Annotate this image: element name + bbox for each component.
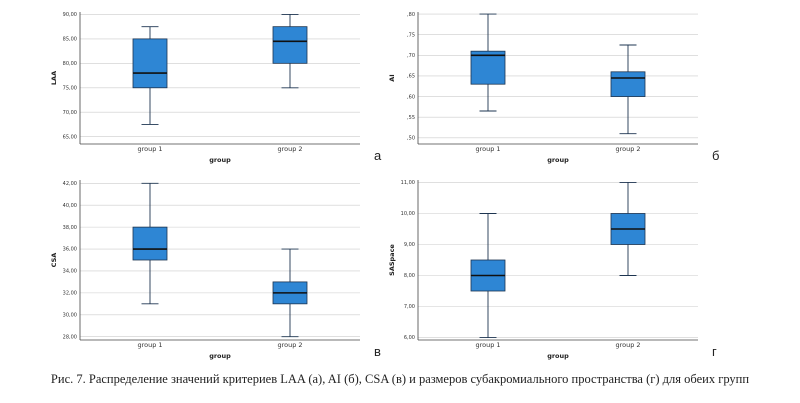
y-tick-label: 34,00 — [63, 269, 77, 275]
box-1 — [470, 213, 506, 338]
y-tick-label: ,65 — [407, 74, 415, 80]
y-tick-label: ,80 — [407, 12, 415, 18]
y-tick-label: 30,00 — [63, 312, 77, 318]
chart-panel-2: ,50 ,55 ,60 ,65 ,70 ,75 ,80 group 1 group 2 group… — [388, 12, 719, 164]
y-tick-label: 42,00 — [63, 181, 77, 187]
y-tick-label: 7,00 — [404, 304, 415, 310]
x-category-label: group 2 — [277, 145, 302, 153]
y-tick-label: 38,00 — [63, 225, 77, 231]
y-tick-label: 75,00 — [63, 85, 77, 91]
box-2 — [272, 248, 308, 338]
y-tick-label: 32,00 — [63, 291, 77, 297]
x-category-label: group 1 — [137, 145, 162, 153]
y-tick-label: 6,00 — [404, 335, 415, 341]
boxplot-figure: 65,00 70,00 75,00 80,00 85,00 90,00 group 1 gro… — [50, 12, 719, 360]
x-category-label: group 1 — [137, 341, 162, 349]
y-tick-label: 36,00 — [63, 247, 77, 253]
box-2 — [610, 182, 646, 276]
x-category-label: group 1 — [475, 341, 500, 349]
x-axis-label: group — [547, 156, 569, 164]
box-2 — [272, 13, 308, 89]
panel-label: г — [712, 344, 717, 359]
box-iqr — [272, 26, 308, 64]
panel-label: в — [374, 344, 381, 359]
y-axis-label: SASpace — [388, 244, 396, 276]
x-category-label: group 1 — [475, 145, 500, 153]
y-axis-label: CSA — [50, 253, 58, 268]
panel-label: б — [712, 148, 719, 163]
y-axis-label: LAA — [50, 71, 58, 85]
y-tick-label: 9,00 — [404, 242, 415, 248]
y-tick-label: 90,00 — [63, 12, 77, 18]
y-tick-label: ,60 — [407, 94, 415, 100]
chart-panel-1: 65,00 70,00 75,00 80,00 85,00 90,00 group 1 gro… — [50, 12, 382, 164]
y-tick-label: 85,00 — [63, 37, 77, 43]
box-1 — [132, 182, 168, 305]
y-tick-label: ,75 — [407, 32, 415, 38]
x-category-label: group 2 — [277, 341, 302, 349]
y-tick-label: 65,00 — [63, 134, 77, 140]
box-iqr — [132, 226, 168, 261]
panel-label: а — [374, 148, 382, 163]
y-tick-label: 80,00 — [63, 61, 77, 67]
box-iqr — [610, 71, 646, 97]
y-tick-label: ,50 — [407, 136, 415, 142]
y-tick-label: 70,00 — [63, 110, 77, 116]
y-tick-label: ,70 — [407, 53, 415, 59]
x-category-label: group 2 — [615, 341, 640, 349]
box-1 — [132, 26, 168, 125]
figure-caption: Рис. 7. Распределение значений критериев… — [50, 372, 750, 386]
x-axis-label: group — [547, 352, 569, 360]
y-tick-label: 11,00 — [401, 180, 415, 186]
box-1 — [470, 13, 506, 112]
y-tick-label: ,55 — [407, 115, 415, 121]
box-2 — [610, 44, 646, 135]
box-iqr — [132, 38, 168, 89]
y-tick-label: 28,00 — [63, 334, 77, 340]
y-tick-label: 40,00 — [63, 203, 77, 209]
chart-panel-4: 6,00 7,00 8,00 9,00 10,00 11,00 group 1 group 2… — [388, 180, 717, 360]
y-axis-label: AI — [388, 74, 396, 81]
x-category-label: group 2 — [615, 145, 640, 153]
y-tick-label: 10,00 — [401, 211, 415, 217]
y-tick-label: 8,00 — [404, 273, 415, 279]
chart-panel-3: 28,00 30,00 32,00 34,00 36,00 38,00 40,00 42,00… — [50, 180, 381, 360]
box-iqr — [470, 50, 506, 85]
x-axis-label: group — [209, 352, 231, 360]
x-axis-label: group — [209, 156, 231, 164]
